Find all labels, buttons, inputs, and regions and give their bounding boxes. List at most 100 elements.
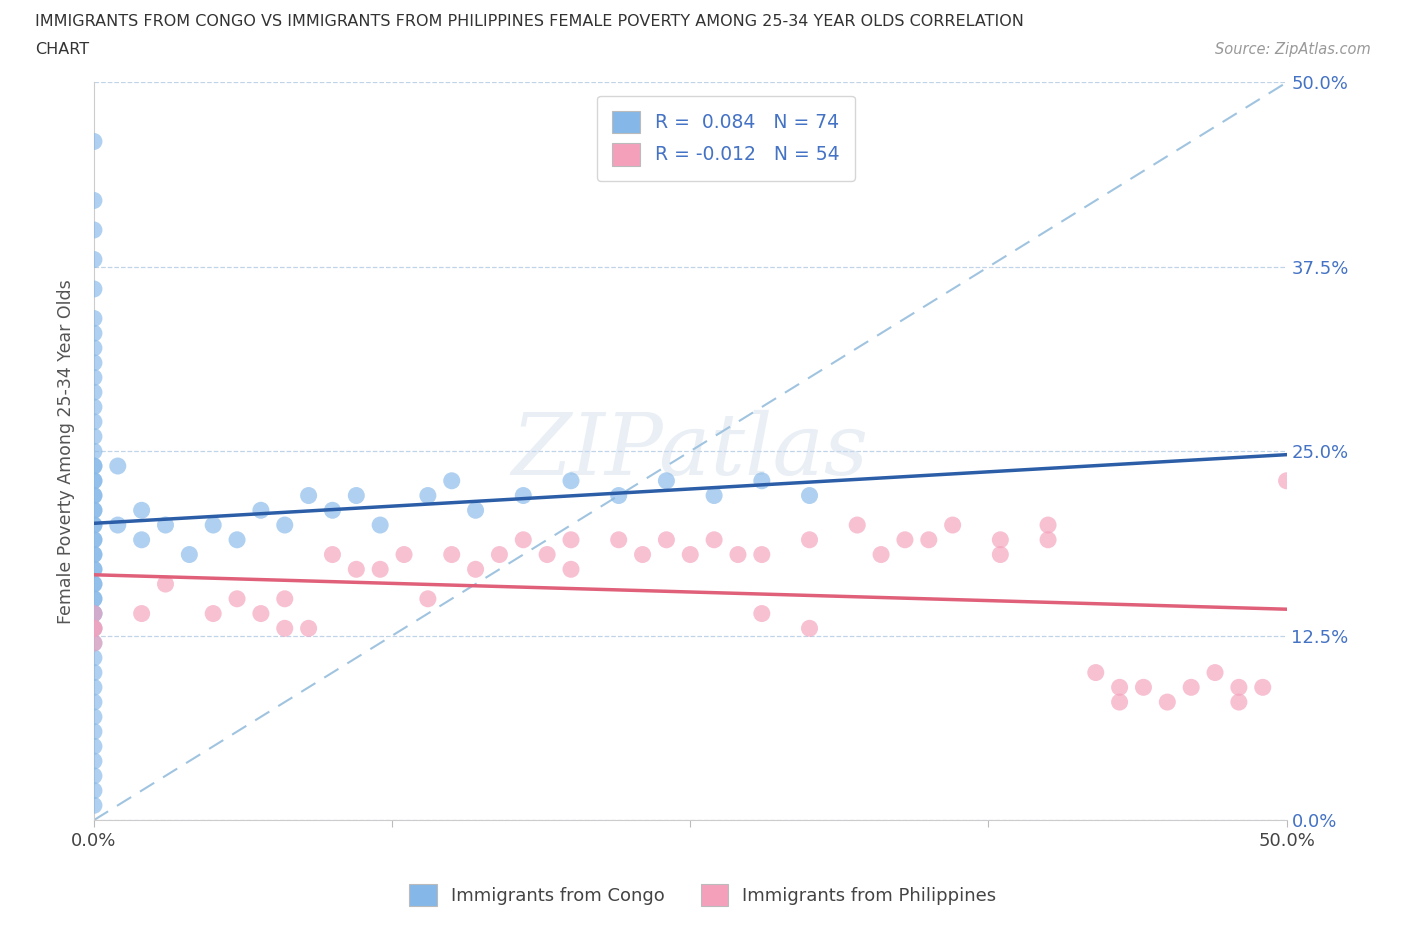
Point <box>83 311 105 325</box>
Point <box>274 591 297 606</box>
Text: ZIPatlas: ZIPatlas <box>512 410 869 493</box>
Point <box>321 503 343 518</box>
Point <box>83 340 105 355</box>
Point <box>83 635 105 650</box>
Point <box>83 385 105 400</box>
Point <box>83 650 105 665</box>
Point <box>440 473 463 488</box>
Point <box>344 562 367 577</box>
Point <box>107 518 129 533</box>
Point <box>560 562 582 577</box>
Point <box>155 518 177 533</box>
Point <box>83 695 105 710</box>
Y-axis label: Female Poverty Among 25-34 Year Olds: Female Poverty Among 25-34 Year Olds <box>58 279 75 624</box>
Point <box>1156 695 1178 710</box>
Point <box>83 473 105 488</box>
Point <box>894 532 917 547</box>
Point <box>83 739 105 754</box>
Point <box>83 458 105 473</box>
Point <box>83 710 105 724</box>
Point <box>131 503 153 518</box>
Point <box>1036 532 1059 547</box>
Legend: R =  0.084   N = 74, R = -0.012   N = 54: R = 0.084 N = 74, R = -0.012 N = 54 <box>598 96 855 180</box>
Point <box>83 458 105 473</box>
Point <box>274 518 297 533</box>
Point <box>202 518 225 533</box>
Point <box>83 680 105 695</box>
Point <box>464 562 486 577</box>
Point <box>83 370 105 385</box>
Point <box>870 547 893 562</box>
Point <box>344 488 367 503</box>
Point <box>202 606 225 621</box>
Point <box>131 606 153 621</box>
Point <box>83 783 105 798</box>
Point <box>83 577 105 591</box>
Text: IMMIGRANTS FROM CONGO VS IMMIGRANTS FROM PHILIPPINES FEMALE POVERTY AMONG 25-34 : IMMIGRANTS FROM CONGO VS IMMIGRANTS FROM… <box>35 14 1024 29</box>
Point <box>83 400 105 415</box>
Point <box>1132 680 1154 695</box>
Point <box>799 621 821 636</box>
Point <box>83 591 105 606</box>
Point <box>83 532 105 547</box>
Point <box>321 547 343 562</box>
Point <box>1251 680 1274 695</box>
Point <box>83 798 105 813</box>
Point <box>560 532 582 547</box>
Point <box>83 355 105 370</box>
Point <box>83 193 105 208</box>
Point <box>83 282 105 297</box>
Point <box>83 562 105 577</box>
Point <box>488 547 510 562</box>
Point <box>368 562 391 577</box>
Point <box>179 547 201 562</box>
Point <box>83 562 105 577</box>
Point <box>83 532 105 547</box>
Text: CHART: CHART <box>35 42 89 57</box>
Point <box>83 488 105 503</box>
Point <box>83 252 105 267</box>
Point <box>297 488 319 503</box>
Point <box>751 547 773 562</box>
Point <box>1084 665 1107 680</box>
Point <box>536 547 558 562</box>
Point <box>751 606 773 621</box>
Point <box>1108 680 1130 695</box>
Point <box>512 532 534 547</box>
Point <box>512 488 534 503</box>
Point <box>155 577 177 591</box>
Point <box>918 532 941 547</box>
Point <box>846 518 869 533</box>
Point <box>250 606 273 621</box>
Point <box>226 532 249 547</box>
Point <box>83 326 105 340</box>
Point <box>83 724 105 739</box>
Point <box>83 503 105 518</box>
Point <box>1227 680 1250 695</box>
Point <box>83 665 105 680</box>
Point <box>1204 665 1226 680</box>
Point <box>799 532 821 547</box>
Point <box>703 488 725 503</box>
Point <box>83 222 105 237</box>
Point <box>368 518 391 533</box>
Point <box>988 547 1011 562</box>
Point <box>560 473 582 488</box>
Point <box>83 621 105 636</box>
Point <box>83 768 105 783</box>
Point <box>83 547 105 562</box>
Point <box>83 503 105 518</box>
Legend: Immigrants from Congo, Immigrants from Philippines: Immigrants from Congo, Immigrants from P… <box>402 877 1004 913</box>
Point <box>83 606 105 621</box>
Point <box>607 488 630 503</box>
Point <box>416 591 439 606</box>
Point <box>83 429 105 444</box>
Point <box>655 532 678 547</box>
Point <box>1227 695 1250 710</box>
Point <box>392 547 415 562</box>
Point <box>250 503 273 518</box>
Point <box>83 547 105 562</box>
Point <box>655 473 678 488</box>
Point <box>83 134 105 149</box>
Point <box>799 488 821 503</box>
